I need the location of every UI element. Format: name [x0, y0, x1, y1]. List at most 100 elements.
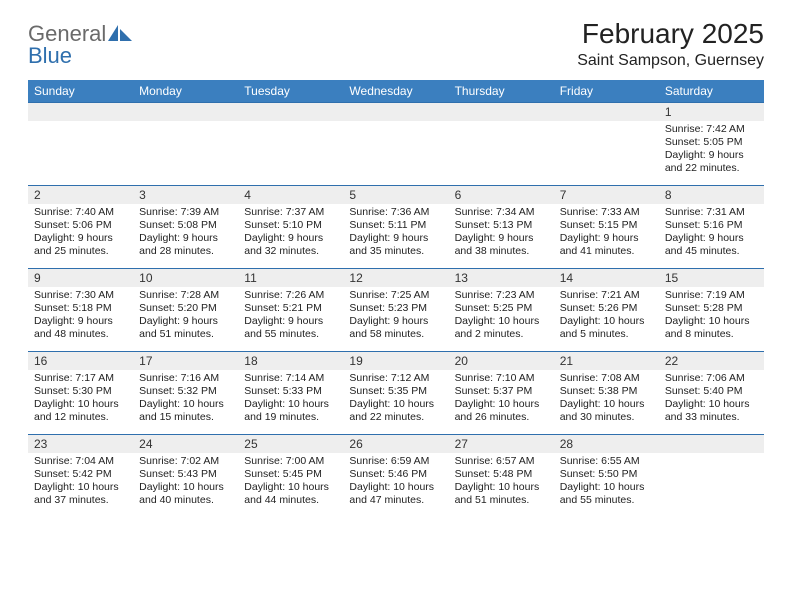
day-cell: Sunrise: 7:06 AMSunset: 5:40 PMDaylight:…: [659, 370, 764, 434]
dow-sunday: Sunday: [28, 80, 133, 102]
week-row: 16171819202122Sunrise: 7:17 AMSunset: 5:…: [28, 351, 764, 434]
day-cell: Sunrise: 7:23 AMSunset: 5:25 PMDaylight:…: [449, 287, 554, 351]
day-cell: Sunrise: 7:30 AMSunset: 5:18 PMDaylight:…: [28, 287, 133, 351]
day-cell: Sunrise: 7:36 AMSunset: 5:11 PMDaylight:…: [343, 204, 448, 268]
logo-blue: Blue: [28, 43, 72, 68]
week-row: 2345678Sunrise: 7:40 AMSunset: 5:06 PMDa…: [28, 185, 764, 268]
day-day2: and 15 minutes.: [139, 411, 234, 424]
day-sunset: Sunset: 5:18 PM: [34, 302, 129, 315]
day-cell: Sunrise: 7:34 AMSunset: 5:13 PMDaylight:…: [449, 204, 554, 268]
day-day2: and 48 minutes.: [34, 328, 129, 341]
day-number: [133, 103, 238, 121]
day-day1: Daylight: 10 hours: [665, 315, 760, 328]
day-sunrise: Sunrise: 6:59 AM: [349, 455, 444, 468]
day-sunset: Sunset: 5:13 PM: [455, 219, 550, 232]
day-sunset: Sunset: 5:21 PM: [244, 302, 339, 315]
day-sunrise: Sunrise: 7:02 AM: [139, 455, 234, 468]
day-sunset: Sunset: 5:16 PM: [665, 219, 760, 232]
dow-saturday: Saturday: [659, 80, 764, 102]
day-day1: Daylight: 9 hours: [34, 232, 129, 245]
day-day1: Daylight: 9 hours: [244, 232, 339, 245]
day-day2: and 19 minutes.: [244, 411, 339, 424]
day-cell: [659, 453, 764, 517]
day-number-row: 1: [28, 103, 764, 121]
day-cell: Sunrise: 7:14 AMSunset: 5:33 PMDaylight:…: [238, 370, 343, 434]
day-sunset: Sunset: 5:42 PM: [34, 468, 129, 481]
day-sunset: Sunset: 5:15 PM: [560, 219, 655, 232]
day-sunset: Sunset: 5:40 PM: [665, 385, 760, 398]
day-body-row: Sunrise: 7:40 AMSunset: 5:06 PMDaylight:…: [28, 204, 764, 268]
day-day2: and 55 minutes.: [244, 328, 339, 341]
day-day1: Daylight: 9 hours: [349, 315, 444, 328]
day-day2: and 12 minutes.: [34, 411, 129, 424]
day-number: 26: [343, 435, 448, 453]
day-day1: Daylight: 10 hours: [455, 398, 550, 411]
day-day2: and 26 minutes.: [455, 411, 550, 424]
day-day1: Daylight: 10 hours: [349, 481, 444, 494]
logo-sail-icon: [108, 25, 132, 41]
day-day2: and 2 minutes.: [455, 328, 550, 341]
day-day2: and 47 minutes.: [349, 494, 444, 507]
day-sunset: Sunset: 5:08 PM: [139, 219, 234, 232]
day-day1: Daylight: 10 hours: [244, 398, 339, 411]
day-number: 20: [449, 352, 554, 370]
day-number: 24: [133, 435, 238, 453]
day-cell: Sunrise: 7:39 AMSunset: 5:08 PMDaylight:…: [133, 204, 238, 268]
week-row: 1Sunrise: 7:42 AMSunset: 5:05 PMDaylight…: [28, 102, 764, 185]
day-sunset: Sunset: 5:05 PM: [665, 136, 760, 149]
day-number: [449, 103, 554, 121]
calendar: Sunday Monday Tuesday Wednesday Thursday…: [28, 80, 764, 517]
header: General Blue February 2025 Saint Sampson…: [28, 18, 764, 70]
day-cell: Sunrise: 7:16 AMSunset: 5:32 PMDaylight:…: [133, 370, 238, 434]
day-sunrise: Sunrise: 7:34 AM: [455, 206, 550, 219]
day-day2: and 51 minutes.: [455, 494, 550, 507]
day-day1: Daylight: 10 hours: [455, 481, 550, 494]
day-sunrise: Sunrise: 7:00 AM: [244, 455, 339, 468]
day-cell: Sunrise: 7:26 AMSunset: 5:21 PMDaylight:…: [238, 287, 343, 351]
day-sunset: Sunset: 5:33 PM: [244, 385, 339, 398]
day-number: 8: [659, 186, 764, 204]
day-body-row: Sunrise: 7:30 AMSunset: 5:18 PMDaylight:…: [28, 287, 764, 351]
day-number: 28: [554, 435, 659, 453]
day-sunrise: Sunrise: 7:12 AM: [349, 372, 444, 385]
day-sunset: Sunset: 5:46 PM: [349, 468, 444, 481]
dow-monday: Monday: [133, 80, 238, 102]
day-sunrise: Sunrise: 7:10 AM: [455, 372, 550, 385]
day-sunset: Sunset: 5:26 PM: [560, 302, 655, 315]
day-day1: Daylight: 9 hours: [665, 149, 760, 162]
day-number: 23: [28, 435, 133, 453]
title-block: February 2025 Saint Sampson, Guernsey: [577, 18, 764, 70]
day-sunrise: Sunrise: 7:04 AM: [34, 455, 129, 468]
day-cell: Sunrise: 6:57 AMSunset: 5:48 PMDaylight:…: [449, 453, 554, 517]
day-sunrise: Sunrise: 7:19 AM: [665, 289, 760, 302]
day-day2: and 5 minutes.: [560, 328, 655, 341]
day-number: 19: [343, 352, 448, 370]
day-number: 12: [343, 269, 448, 287]
day-day1: Daylight: 10 hours: [139, 481, 234, 494]
day-day2: and 35 minutes.: [349, 245, 444, 258]
day-day1: Daylight: 9 hours: [560, 232, 655, 245]
week-row: 232425262728 Sunrise: 7:04 AMSunset: 5:42…: [28, 434, 764, 517]
day-sunrise: Sunrise: 6:57 AM: [455, 455, 550, 468]
day-number: 14: [554, 269, 659, 287]
day-number: 5: [343, 186, 448, 204]
day-cell: Sunrise: 6:55 AMSunset: 5:50 PMDaylight:…: [554, 453, 659, 517]
day-cell: [133, 121, 238, 185]
day-sunset: Sunset: 5:11 PM: [349, 219, 444, 232]
day-sunrise: Sunrise: 6:55 AM: [560, 455, 655, 468]
day-number-row: 232425262728: [28, 435, 764, 453]
day-number: [343, 103, 448, 121]
day-cell: [449, 121, 554, 185]
day-sunrise: Sunrise: 7:16 AM: [139, 372, 234, 385]
day-sunset: Sunset: 5:37 PM: [455, 385, 550, 398]
day-cell: Sunrise: 7:21 AMSunset: 5:26 PMDaylight:…: [554, 287, 659, 351]
day-number: 3: [133, 186, 238, 204]
dow-tuesday: Tuesday: [238, 80, 343, 102]
day-day1: Daylight: 10 hours: [349, 398, 444, 411]
day-day2: and 22 minutes.: [349, 411, 444, 424]
day-cell: Sunrise: 7:40 AMSunset: 5:06 PMDaylight:…: [28, 204, 133, 268]
day-sunrise: Sunrise: 7:25 AM: [349, 289, 444, 302]
day-cell: [554, 121, 659, 185]
day-body-row: Sunrise: 7:17 AMSunset: 5:30 PMDaylight:…: [28, 370, 764, 434]
day-day2: and 44 minutes.: [244, 494, 339, 507]
